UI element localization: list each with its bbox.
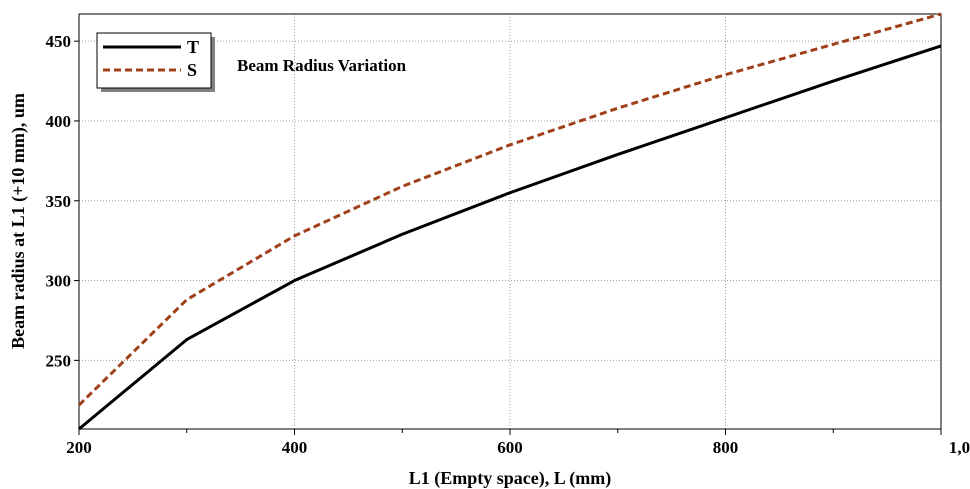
x-tick-label: 600 — [497, 438, 523, 457]
series-line-t — [78, 44, 942, 431]
y-tick-label: 400 — [46, 112, 72, 131]
legend-box — [96, 32, 212, 89]
x-tick-label: 400 — [282, 438, 308, 457]
y-axis-title: Beam radius at L1 (+10 mm), um — [8, 93, 29, 349]
x-tick-label: 800 — [713, 438, 739, 457]
y-tick-label: 450 — [46, 32, 72, 51]
y-tick-label: 350 — [46, 192, 72, 211]
x-axis-title: L1 (Empty space), L (mm) — [409, 468, 611, 489]
axis-ticks: 200 400 600 800 1,000 250 300 350 400 450 — [46, 32, 970, 457]
legend-label-s: S — [187, 60, 197, 80]
grid — [79, 14, 941, 429]
series-layer — [77, 12, 942, 431]
legend: T S — [96, 32, 215, 92]
series-line-s — [77, 12, 942, 407]
x-tick-label: 1,000 — [949, 438, 970, 457]
x-tick-label: 200 — [66, 438, 92, 457]
y-tick-label: 300 — [46, 272, 72, 291]
y-tick-label: 250 — [46, 351, 72, 370]
legend-label-t: T — [187, 37, 199, 57]
chart-title: Beam Radius Variation — [237, 56, 407, 75]
